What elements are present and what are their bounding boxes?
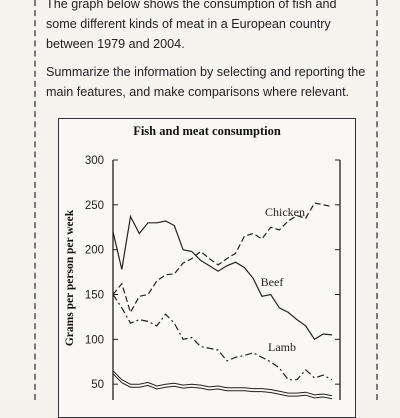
chart-title: Fish and meat consumption: [133, 124, 281, 138]
y-tick-label: 200: [85, 245, 104, 257]
series-line-chicken: [112, 202, 333, 314]
chart-axes: [112, 160, 341, 400]
y-axis-label: Grams per person per week: [64, 209, 76, 346]
y-tick-label: 150: [85, 290, 104, 302]
y-tick-label: 300: [85, 155, 104, 167]
line-chart: 300 250 200 150 100 50 Chicken Beef Lamb Grams …: [64, 155, 341, 400]
series-line-fish: [112, 370, 333, 397]
prompt-paragraph-1: The graph below shows the consumption of…: [46, 0, 337, 51]
cut-line-left: [34, 0, 36, 400]
series-label-chicken: Chicken: [265, 205, 305, 219]
y-tick-label: 100: [85, 334, 104, 346]
y-tick-label: 50: [91, 379, 104, 391]
cut-line-right: [376, 0, 378, 400]
task-prompt: The graph below shows the consumption of…: [46, 0, 370, 110]
series-label-beef: Beef: [261, 275, 284, 289]
series-line-fish-lower: [112, 373, 333, 400]
prompt-paragraph-2: Summarize the information by selecting a…: [46, 65, 366, 99]
series-line-beef: [112, 214, 333, 341]
series-lines: [112, 202, 333, 400]
series-label-lamb: Lamb: [268, 340, 296, 354]
chart-frame: [58, 118, 356, 418]
y-tick-label: 250: [85, 200, 104, 212]
series-labels: Chicken Beef Lamb: [261, 205, 305, 354]
y-ticks: 300 250 200 150 100 50: [85, 155, 340, 391]
series-line-lamb: [112, 294, 333, 381]
